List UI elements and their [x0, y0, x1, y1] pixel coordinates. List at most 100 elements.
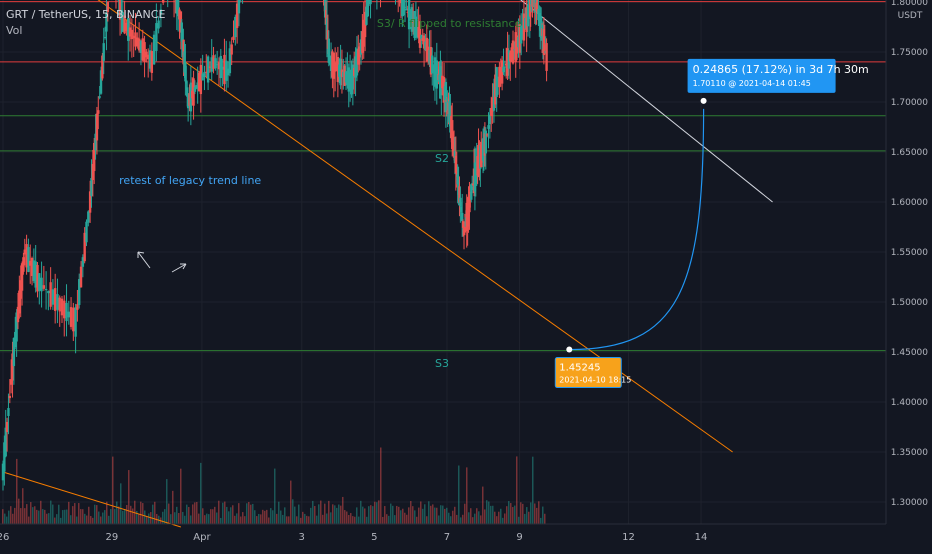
volume-bar — [310, 508, 312, 524]
volume-bar — [278, 502, 280, 524]
volume-bar — [232, 505, 234, 524]
volume-bar — [28, 517, 30, 524]
volume-bar — [18, 499, 20, 524]
volume-bar — [262, 510, 264, 524]
projection-end-point[interactable] — [701, 98, 707, 104]
volume-bar — [250, 505, 252, 524]
volume-bar — [294, 507, 296, 524]
candle-body — [56, 294, 58, 310]
price-axis[interactable] — [886, 0, 932, 550]
volume-bar — [118, 507, 120, 524]
candle-body — [214, 58, 216, 68]
volume-bar — [364, 508, 366, 524]
candle-body — [162, 0, 164, 3]
volume-bar — [6, 517, 8, 524]
candle-body — [9, 396, 11, 398]
volume-bar — [338, 504, 340, 524]
volume-bar — [300, 518, 302, 524]
volume-bar — [88, 507, 90, 524]
volume-bar — [348, 515, 350, 524]
volume-bar — [182, 512, 184, 524]
candle-body — [68, 312, 70, 318]
volume-bar — [394, 515, 396, 524]
volume-bar — [146, 516, 148, 524]
volume-bar — [172, 491, 174, 524]
volume-bar — [264, 511, 266, 524]
volume-bar — [222, 503, 224, 524]
candle-body — [502, 67, 504, 72]
volume-bar — [30, 502, 32, 524]
volume-bar — [498, 512, 500, 524]
volume-bar — [328, 501, 330, 524]
volume-bar — [178, 513, 180, 524]
x-tick-label: 9 — [516, 532, 522, 543]
volume-bar — [540, 518, 542, 524]
volume-bar — [68, 502, 70, 524]
x-tick-label: 7 — [444, 532, 450, 543]
volume-bar — [544, 514, 546, 524]
volume-bar — [476, 508, 478, 524]
volume-bar — [426, 516, 428, 524]
volume-bar — [382, 517, 384, 524]
volume-bar — [398, 507, 400, 524]
candle-body — [203, 72, 205, 77]
volume-bar — [272, 510, 274, 524]
volume-bar — [376, 502, 378, 524]
volume-bar — [356, 507, 358, 524]
volume-bar — [140, 502, 142, 524]
volume-bar — [2, 509, 4, 524]
volume-bar — [450, 516, 452, 524]
volume-bar — [342, 497, 344, 524]
volume-bar — [244, 516, 246, 524]
volume-bar — [456, 515, 458, 524]
volume-bar — [100, 517, 102, 524]
volume-bar — [78, 503, 80, 524]
candle-body — [230, 44, 232, 54]
volume-bar — [258, 514, 260, 524]
volume-bar — [480, 515, 482, 524]
annotation-text[interactable]: S3 — [435, 357, 449, 370]
volume-bar — [270, 508, 272, 524]
annotation-text[interactable]: S2 — [435, 152, 449, 165]
volume-bar — [402, 509, 404, 524]
volume-bar — [36, 510, 38, 524]
volume-bar — [26, 504, 28, 524]
volume-bar — [360, 501, 362, 524]
volume-bar — [34, 506, 36, 524]
symbol-title: GRT / TetherUS, 15, BINANCE — [6, 8, 165, 21]
volume-bar — [212, 509, 214, 524]
volume-bar — [234, 516, 236, 524]
volume-bar — [8, 511, 10, 524]
x-tick-label: 12 — [622, 532, 635, 543]
volume-bar — [286, 516, 288, 524]
x-tick-label: 5 — [371, 532, 377, 543]
volume-bar — [486, 500, 488, 524]
volume-bar — [282, 515, 284, 524]
candle-body — [47, 291, 49, 293]
volume-bar — [50, 501, 52, 524]
annotation-text[interactable]: retest of legacy trend line — [119, 174, 261, 187]
volume-bar — [84, 514, 86, 524]
volume-bar — [288, 516, 290, 524]
volume-bar — [52, 505, 54, 524]
annotation-text[interactable]: S3/ R flipped to resistance — [377, 17, 522, 30]
volume-bar — [536, 508, 538, 524]
volume-bar — [210, 509, 212, 524]
candle-body — [96, 114, 98, 141]
volume-bar — [468, 512, 470, 524]
volume-bar — [104, 510, 106, 524]
x-tick-label: 14 — [695, 532, 708, 543]
volume-bar — [446, 508, 448, 524]
projection-start-point[interactable] — [566, 347, 572, 353]
volume-bar — [82, 509, 84, 524]
volume-bar — [180, 469, 182, 524]
volume-bar — [292, 499, 294, 524]
volume-bar — [318, 504, 320, 524]
volume-bar — [72, 506, 74, 524]
volume-bar — [198, 514, 200, 524]
volume-bar — [368, 506, 370, 524]
volume-bar — [12, 514, 14, 524]
volume-bar — [248, 502, 250, 524]
